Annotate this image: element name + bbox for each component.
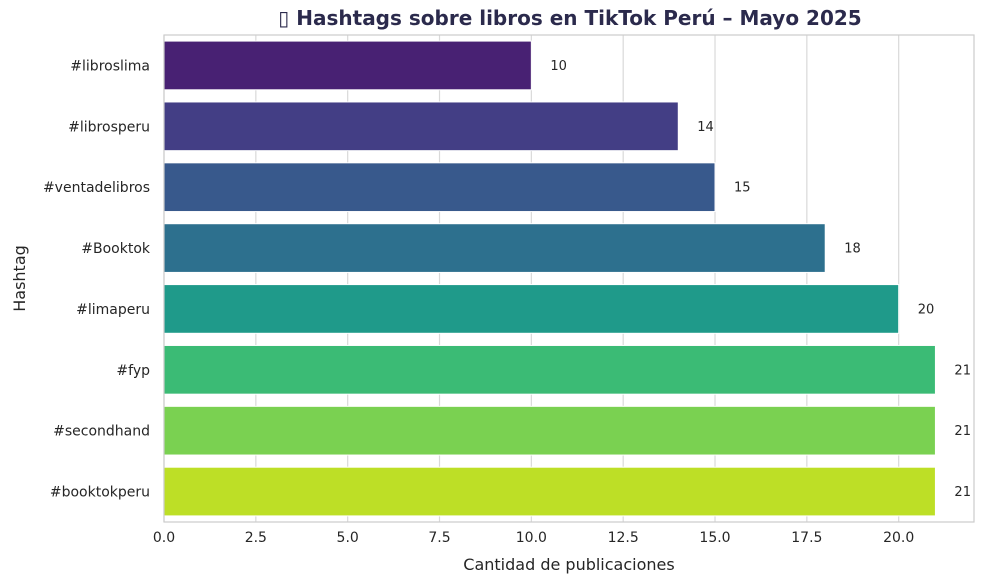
y-tick-label: #fyp	[116, 363, 150, 379]
x-tick-label: 2.5	[245, 530, 267, 546]
bar	[163, 162, 716, 213]
chart-title: ▯ Hashtags sobre libros en TikTok Perú –…	[278, 6, 862, 30]
y-tick-label: #limaperu	[76, 302, 150, 318]
bar	[163, 466, 936, 517]
y-tick-label: #Booktok	[81, 241, 151, 257]
x-tick-label: 12.5	[608, 530, 639, 546]
y-axis-label: Hashtag	[10, 245, 29, 312]
x-axis-label: Cantidad de publicaciones	[463, 555, 674, 574]
bar	[163, 284, 900, 334]
x-tick-label: 5.0	[337, 530, 359, 546]
x-tick-label: 0.0	[153, 530, 175, 546]
y-tick-label: #librosperu	[68, 119, 150, 135]
bar	[163, 344, 936, 395]
x-tick-label: 20.0	[883, 530, 914, 546]
data-label: 10	[550, 59, 567, 74]
bar	[163, 101, 679, 152]
y-tick-label: #ventadelibros	[43, 180, 150, 196]
y-tick-label: #booktokperu	[50, 485, 150, 501]
x-tick-labels: 0.0 2.5 5.0 7.5 10.0 12.5 15.0 17.5 20.0	[153, 530, 914, 546]
data-label: 21	[954, 485, 971, 500]
x-tick-label: 15.0	[699, 530, 730, 546]
y-tick-labels: #libroslima #librosperu #ventadelibros #Boo…	[43, 58, 151, 500]
plot-frame	[163, 34, 975, 523]
bar	[163, 40, 532, 91]
y-tick-label: #secondhand	[53, 424, 150, 440]
data-labels: 10 14 15 18 20 21 21 21	[550, 59, 971, 500]
data-label: 20	[918, 302, 935, 317]
x-tick-label: 17.5	[791, 530, 822, 546]
bars	[163, 40, 936, 517]
data-label: 18	[844, 242, 861, 257]
data-label: 21	[954, 424, 971, 439]
x-tick-label: 7.5	[428, 530, 450, 546]
data-label: 15	[734, 181, 751, 196]
data-label: 14	[697, 120, 714, 135]
bar	[163, 405, 936, 456]
x-tick-label: 10.0	[516, 530, 547, 546]
y-tick-label: #libroslima	[70, 58, 150, 74]
bar	[163, 223, 826, 273]
data-label: 21	[954, 363, 971, 378]
